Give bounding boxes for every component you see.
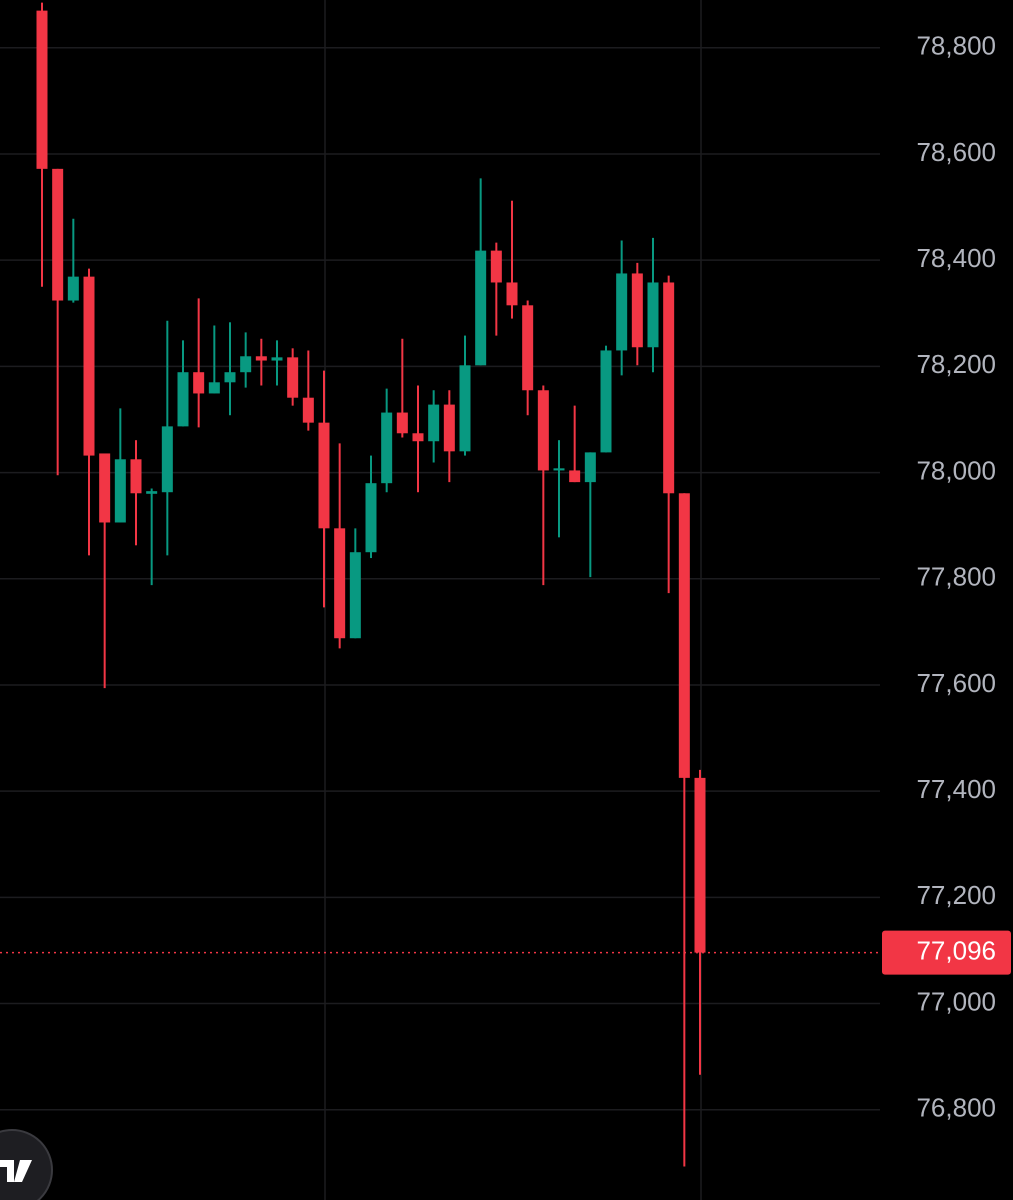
candle-body xyxy=(459,365,471,452)
candle-body xyxy=(694,777,706,953)
candle-body xyxy=(302,397,314,423)
y-tick-label: 77,400 xyxy=(916,774,996,804)
candle-body xyxy=(287,357,299,398)
candle-body xyxy=(553,468,565,471)
candle-body xyxy=(428,404,440,442)
candle-body xyxy=(522,305,534,391)
candle-body xyxy=(177,372,189,427)
candle-body xyxy=(365,483,377,553)
candle-body xyxy=(52,168,64,301)
candle-body xyxy=(412,433,424,442)
candle-body xyxy=(569,470,581,483)
candle-body xyxy=(240,356,252,373)
candle-body xyxy=(99,453,111,523)
y-tick-label: 78,800 xyxy=(916,31,996,61)
logo xyxy=(0,1129,53,1200)
candle-body xyxy=(208,382,220,394)
candle-body xyxy=(678,493,690,778)
candle-body xyxy=(193,372,205,394)
candle-body xyxy=(584,452,596,483)
candle-body xyxy=(114,459,126,523)
candle-body xyxy=(600,350,612,453)
candle-body xyxy=(224,372,236,383)
candles xyxy=(36,2,706,1167)
y-tick-label: 76,800 xyxy=(916,1093,996,1123)
candle-body xyxy=(67,276,79,301)
candle-body xyxy=(334,528,346,639)
candle-body xyxy=(616,273,628,351)
y-tick-label: 77,600 xyxy=(916,668,996,698)
candle-body xyxy=(396,412,408,434)
logo-mark xyxy=(0,1160,32,1182)
candle-body xyxy=(475,250,487,366)
candle-body xyxy=(349,552,361,639)
candle-body xyxy=(161,426,173,493)
candle-body xyxy=(631,273,643,348)
y-axis: 78,800 78,600 78,400 78,200 78,000 77,800 77,6… xyxy=(0,31,1011,1123)
candle-body xyxy=(647,282,659,348)
candle-body xyxy=(255,356,267,361)
y-tick-label: 78,400 xyxy=(916,243,996,273)
y-tick-label: 77,000 xyxy=(916,986,996,1016)
last-price-badge xyxy=(882,930,1011,975)
candle-body xyxy=(271,357,283,361)
candle-body xyxy=(83,276,95,456)
y-tick-label: 78,600 xyxy=(916,137,996,167)
y-tick-label: 78,200 xyxy=(916,349,996,379)
y-tick-label: 78,000 xyxy=(916,455,996,485)
candle-body xyxy=(490,250,502,283)
candle-body xyxy=(36,10,48,169)
y-tick-label: 77,800 xyxy=(916,562,996,592)
grid xyxy=(0,47,880,1111)
candle-body xyxy=(443,404,455,452)
candle-body xyxy=(506,282,518,306)
candle-body xyxy=(663,282,675,494)
last-price-label: 77,096 xyxy=(916,935,996,965)
candle-body xyxy=(130,459,142,494)
candle-body xyxy=(537,390,549,471)
y-tick-label: 77,200 xyxy=(916,880,996,910)
candle-body xyxy=(318,422,330,529)
candle-body xyxy=(146,491,158,494)
candle-body xyxy=(381,412,393,484)
